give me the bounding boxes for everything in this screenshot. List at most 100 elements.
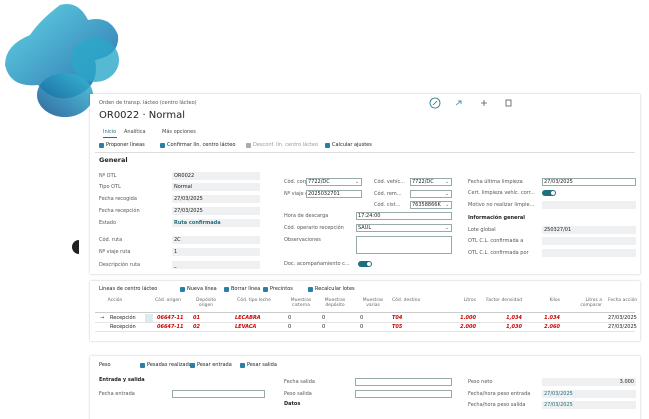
action[interactable]: Borrar línea [231,285,261,292]
field-box [172,261,260,269]
cell: 1.000 [460,314,476,321]
field-value: SAUL [358,224,372,231]
action[interactable]: Pesar salida [247,361,277,368]
field-box[interactable] [172,390,265,398]
column-header: Cód. tipo leche [237,298,271,303]
action-icon [190,363,195,368]
field-value: 27/03/2025 [544,390,573,397]
tab[interactable]: Más opciones [162,128,196,135]
cell: 0 [288,314,292,321]
field-label: Hora de descarga [284,212,329,219]
action[interactable]: Pesar entrada [197,361,232,368]
tab[interactable]: Analítica [124,128,146,135]
action[interactable]: Calcular ajustes [332,141,372,148]
field-box [542,226,636,234]
field-value: 3.000 [619,378,634,385]
dropdown: ⌄ [445,178,450,185]
field-box [172,207,260,215]
field-box[interactable] [355,378,452,386]
action-icon [140,363,145,368]
field-label: Nº viaje ruta [99,248,131,255]
field-value: 27/03/2025 [544,401,573,408]
column-header: Litros [463,298,476,303]
field-value: 250327/01 [544,226,572,233]
toggle[interactable] [542,190,556,196]
column-header: Litros a comparar [580,298,602,308]
cell: Recepción [110,323,136,330]
field-box[interactable] [355,390,452,398]
subsection-title: Entrada y salida [99,376,145,383]
action[interactable]: Pesadas realizadas [147,361,195,368]
cell: T05 [392,323,403,330]
divider [95,152,635,153]
field-box [542,249,636,257]
page-title: OR0022 · Normal [99,110,185,121]
column-header: Muestras depósito [324,298,346,308]
breadcrumb: Orden de transp. lácteo (centro lácteo) [99,99,197,106]
action-icon [240,363,245,368]
cell: T04 [392,314,403,321]
subsection-title: Datos [284,400,301,407]
field-box[interactable] [410,178,452,186]
action-icon [246,143,251,148]
field-value: _ [174,261,177,268]
cell: 06647-11 [157,314,184,321]
table-rule [95,312,635,313]
section-title: Peso [99,361,111,368]
field-value: 27/03/2025 [174,207,203,214]
field-label: Fecha salida [284,378,315,385]
field-value: 1 [174,248,178,255]
action[interactable]: Nueva línea [187,285,217,292]
field-label: Descripción ruta [99,261,141,268]
field-box[interactable] [306,178,362,186]
field-value: 27/03/2025 [544,178,573,185]
field-label: Estado [99,219,117,226]
field-label: Cód. rem... [374,190,402,197]
field-value: 76358866K [412,201,441,208]
field-value: 2C [174,236,181,243]
action[interactable]: Confirmar lín. centro lácteo [167,141,236,148]
action[interactable]: Proponer líneas [106,141,145,148]
field-label: Peso neto [468,378,493,385]
cell: 1,030 [506,323,522,330]
action-icon [224,287,229,292]
field-label: Fecha/hora peso salida [468,401,526,408]
cell: 27/03/2025 [608,314,637,321]
toggle[interactable] [358,261,372,267]
action[interactable]: Desconf. lín. centro lácteo [253,141,319,148]
field-value: 7722/DC [412,178,434,185]
lines-card [90,281,640,341]
dropdown: ⌄ [445,224,450,231]
tab[interactable]: Inicio [103,128,117,135]
field-label: Nº OTL [99,172,117,179]
field-label: OTL C.L. confirmada por [468,249,529,256]
subsection-title: Información general [468,214,525,221]
cell: 2.060 [544,323,560,330]
action-icon [160,143,165,148]
field-value: 7722/DC [308,178,330,185]
field-box [172,183,260,191]
field-box [542,201,636,209]
field-value: 27/03/2025 [174,195,203,202]
action[interactable]: Recalcular lotes [315,285,355,292]
column-header: Acción [107,298,123,303]
field-label: Fecha última limpieza [468,178,523,185]
cell: 06647-11 [157,323,184,330]
row-arrow: → [100,314,105,321]
field-box [172,248,260,256]
field-label: Peso salida [284,390,312,397]
cell: LEVACA [235,323,257,330]
field-box[interactable] [410,201,452,209]
field-box[interactable] [410,190,452,198]
field-box[interactable] [356,224,452,232]
column-header: Muestras cisterna [290,298,312,308]
nav-handle[interactable] [72,240,80,254]
field-box[interactable] [542,178,636,186]
field-box[interactable] [306,190,362,198]
row-menu[interactable] [145,314,153,322]
dropdown: ⌄ [355,178,360,185]
field-box[interactable] [356,212,452,220]
field-box[interactable] [356,236,452,254]
cell: 02 [193,323,200,330]
action[interactable]: Precintos [270,285,293,292]
